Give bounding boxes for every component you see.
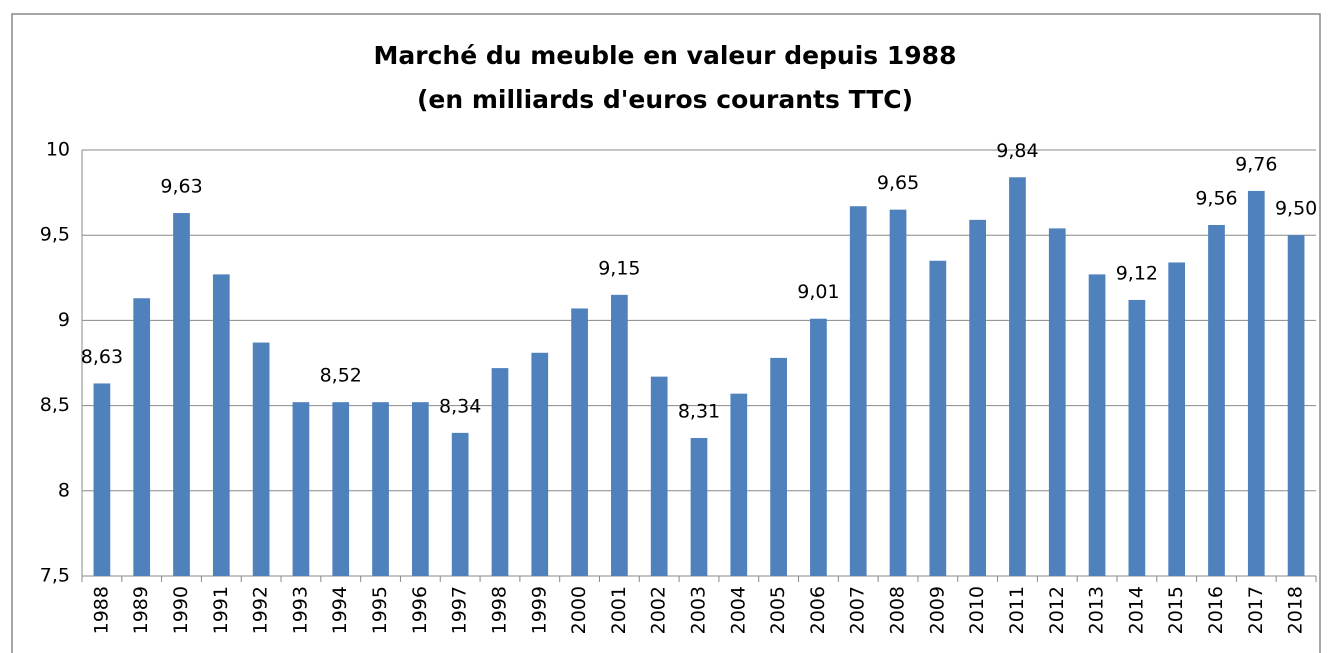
- x-tick-label: 2005: [767, 586, 789, 634]
- x-tick-label: 1995: [369, 586, 391, 634]
- value-label: 8,31: [678, 400, 720, 422]
- x-tick-label: 2015: [1165, 586, 1187, 634]
- x-tick-label: 1990: [170, 586, 192, 634]
- bar: [810, 318, 827, 576]
- bar: [93, 383, 111, 576]
- x-tick-label: 2002: [648, 586, 670, 634]
- bar: [1128, 299, 1146, 576]
- bar: [332, 402, 350, 576]
- x-tick-label: 2000: [568, 586, 590, 634]
- x-tick-label: 2006: [807, 586, 829, 634]
- x-tick-label: 1988: [90, 586, 112, 634]
- bar: [889, 209, 907, 576]
- x-tick-label: 1993: [289, 586, 311, 634]
- bar: [451, 432, 469, 576]
- x-tick-label: 1999: [528, 586, 550, 634]
- y-tick-label: 9,5: [40, 224, 70, 246]
- x-tick-label: 2001: [608, 586, 630, 634]
- y-tick-label: 10: [46, 139, 70, 161]
- bar: [252, 342, 270, 576]
- bar: [929, 260, 947, 576]
- bar: [1208, 224, 1225, 576]
- bar: [1048, 228, 1066, 576]
- x-tick-label: 2008: [887, 586, 909, 634]
- x-tick-label: 2009: [926, 586, 948, 634]
- x-tick-label: 2012: [1046, 586, 1068, 634]
- bar: [1009, 177, 1026, 576]
- bar: [1247, 190, 1265, 576]
- bar: [133, 298, 151, 576]
- value-label: 9,76: [1235, 153, 1277, 175]
- bar: [1287, 235, 1305, 576]
- value-label: 9,84: [996, 140, 1038, 162]
- bar: [849, 206, 867, 576]
- chart-subtitle: (en milliards d'euros courants TTC): [417, 85, 913, 114]
- x-tick-label: 1991: [210, 586, 232, 634]
- bar: [650, 376, 668, 576]
- y-tick-label: 9: [58, 309, 70, 331]
- bar: [1168, 262, 1186, 576]
- x-tick-label: 2013: [1086, 586, 1108, 634]
- bar: [212, 274, 230, 576]
- x-tick-label: 2014: [1125, 586, 1147, 634]
- bar: [531, 352, 549, 576]
- bar: [411, 402, 429, 576]
- x-tick-label: 1996: [409, 586, 431, 634]
- x-tick-label: 1997: [449, 586, 471, 634]
- x-tick-label: 2004: [727, 586, 749, 634]
- x-tick-label: 2018: [1285, 586, 1307, 634]
- value-label: 9,65: [877, 172, 919, 194]
- x-tick-label: 1994: [329, 586, 351, 634]
- bar: [730, 393, 748, 576]
- bar: [571, 308, 588, 576]
- bar: [969, 219, 987, 576]
- bar: [770, 357, 787, 576]
- value-label: 9,12: [1116, 262, 1158, 284]
- value-label: 9,15: [598, 257, 640, 279]
- y-tick-label: 8,5: [40, 394, 70, 416]
- x-tick-label: 2011: [1006, 586, 1028, 634]
- x-tick-label: 2007: [847, 586, 869, 634]
- bar: [292, 402, 310, 576]
- value-label: 9,50: [1275, 198, 1317, 220]
- y-tick-label: 8: [58, 479, 70, 501]
- bar: [173, 213, 190, 576]
- value-label: 9,63: [160, 176, 202, 198]
- y-tick-label: 7,5: [40, 565, 70, 587]
- x-tick-label: 1998: [488, 586, 510, 634]
- chart-title: Marché du meuble en valeur depuis 1988: [374, 41, 957, 70]
- value-label: 8,52: [320, 365, 362, 387]
- value-label: 8,34: [439, 395, 481, 417]
- bar: [690, 437, 708, 576]
- bar: [611, 294, 628, 576]
- x-tick-label: 2003: [688, 586, 710, 634]
- x-tick-label: 2010: [966, 586, 988, 634]
- value-label: 9,56: [1195, 187, 1237, 209]
- x-tick-label: 1989: [130, 586, 152, 634]
- bar: [372, 402, 389, 576]
- x-tick-label: 2017: [1245, 586, 1267, 634]
- value-label: 9,01: [797, 281, 839, 303]
- bar: [491, 368, 509, 576]
- value-label: 8,63: [81, 346, 123, 368]
- x-tick-label: 2016: [1205, 586, 1227, 634]
- bar: [1088, 274, 1106, 576]
- x-tick-label: 1992: [250, 586, 272, 634]
